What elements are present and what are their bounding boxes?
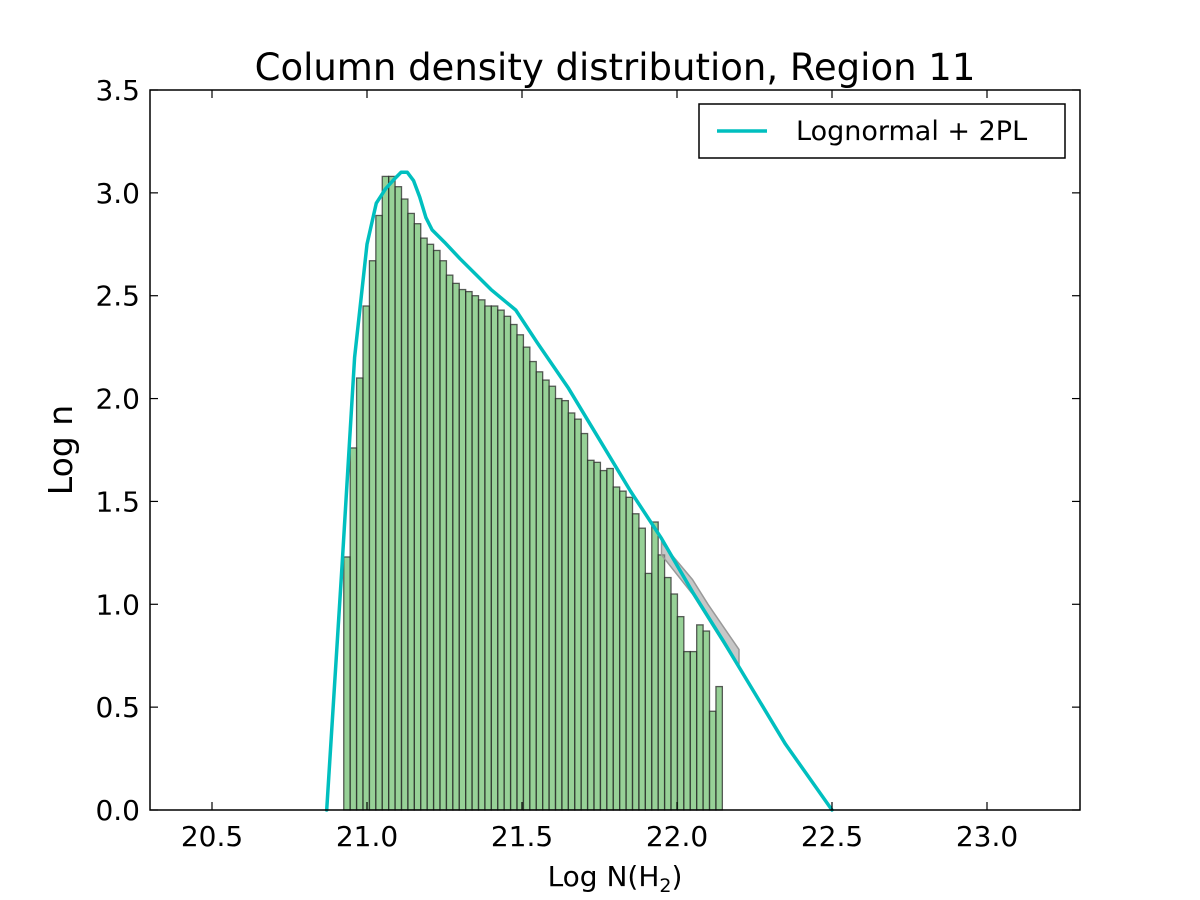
y-tick-label: 2.5 bbox=[95, 280, 140, 313]
histogram-bar bbox=[503, 315, 512, 811]
x-axis-label-sub: 2 bbox=[659, 875, 671, 897]
histogram-bar bbox=[355, 377, 364, 811]
histogram-bar bbox=[522, 346, 531, 811]
histogram-bar bbox=[683, 650, 691, 811]
histogram-bar bbox=[599, 469, 608, 811]
histogram-bar bbox=[670, 593, 679, 811]
histogram-bar bbox=[458, 288, 467, 811]
histogram-bar bbox=[612, 486, 621, 811]
histogram-bar bbox=[657, 554, 666, 811]
histogram-bar bbox=[619, 490, 627, 811]
fit-line bbox=[324, 170, 834, 812]
histogram-bar bbox=[426, 243, 435, 811]
histogram-bar bbox=[574, 418, 582, 811]
histogram-bar bbox=[368, 260, 377, 811]
histogram-bar bbox=[529, 360, 537, 811]
x-tick-label: 20.5 bbox=[181, 820, 243, 853]
histogram-bar bbox=[689, 650, 698, 811]
histogram-bar bbox=[586, 459, 595, 811]
histogram-bar bbox=[580, 432, 589, 811]
histogram-bar bbox=[696, 624, 704, 811]
y-tick-label: 3.0 bbox=[95, 177, 140, 210]
histogram-bar bbox=[638, 527, 646, 811]
histogram-bar bbox=[375, 214, 383, 811]
histogram-bar bbox=[381, 175, 390, 811]
histogram-bar bbox=[651, 521, 659, 811]
histogram-bar bbox=[554, 397, 563, 811]
histogram-bar bbox=[548, 385, 557, 811]
histogram-bar bbox=[561, 399, 569, 811]
histogram-bar bbox=[625, 496, 634, 811]
x-axis-label: Log N(H2) bbox=[548, 860, 683, 897]
histogram-bar bbox=[407, 212, 415, 811]
y-tick-label: 1.5 bbox=[95, 485, 140, 518]
x-axis-label-tail: ) bbox=[672, 860, 683, 893]
histogram-bar bbox=[432, 249, 441, 811]
histogram-bar bbox=[420, 237, 428, 811]
x-tick-label: 22.5 bbox=[801, 820, 863, 853]
x-tick-label: 21.5 bbox=[491, 820, 553, 853]
histogram-bar bbox=[644, 572, 653, 811]
histogram-bar bbox=[465, 290, 473, 811]
histogram-bar bbox=[702, 630, 711, 811]
y-axis-ticks: 0.0 0.5 1.0 1.5 2.0 2.5 3.0 3.5 bbox=[95, 74, 1080, 827]
histogram-bar bbox=[676, 615, 685, 811]
x-tick-label: 22.0 bbox=[646, 820, 708, 853]
x-axis-ticks: 20.5 21.0 21.5 22.0 22.5 23.0 bbox=[181, 90, 1018, 853]
histogram-bar bbox=[452, 282, 460, 811]
x-axis-label-main: Log N(H bbox=[548, 860, 660, 893]
histogram-bar bbox=[490, 305, 499, 811]
histogram-bar bbox=[343, 556, 351, 811]
legend: Lognormal + 2PL bbox=[698, 103, 1066, 159]
y-tick-label: 1.0 bbox=[95, 588, 140, 621]
y-tick-label: 0.5 bbox=[95, 691, 140, 724]
histogram-bar bbox=[388, 175, 396, 811]
histogram-bar bbox=[394, 186, 403, 811]
y-tick-label: 0.0 bbox=[95, 794, 140, 827]
histogram-bar bbox=[631, 513, 640, 811]
histogram-bar bbox=[471, 295, 480, 811]
y-tick-label: 3.5 bbox=[95, 74, 140, 107]
histogram-bar bbox=[663, 576, 672, 811]
x-tick-label: 21.0 bbox=[336, 820, 398, 853]
histogram-bar bbox=[509, 323, 518, 811]
histogram-bar bbox=[484, 305, 492, 811]
histogram-bar bbox=[439, 260, 448, 811]
histogram-bar bbox=[477, 299, 486, 811]
histogram-bar bbox=[708, 710, 717, 811]
histogram-bar bbox=[445, 274, 454, 811]
fit-lines bbox=[324, 170, 834, 812]
histogram-bar bbox=[400, 198, 409, 811]
histogram-bar bbox=[535, 371, 544, 811]
histogram-bar bbox=[413, 223, 422, 811]
histogram-bar bbox=[606, 467, 614, 811]
histogram-bar bbox=[567, 412, 576, 811]
x-tick-label: 23.0 bbox=[956, 820, 1018, 853]
histogram-bar bbox=[497, 309, 505, 811]
histogram-bar bbox=[715, 685, 724, 811]
legend-label: Lognormal + 2PL bbox=[796, 116, 1027, 147]
y-tick-label: 2.0 bbox=[95, 383, 140, 416]
histogram-bar bbox=[542, 379, 550, 811]
chart-title: Column density distribution, Region 11 bbox=[255, 46, 976, 89]
histogram-bar bbox=[593, 461, 602, 811]
histogram-bar bbox=[349, 447, 358, 811]
plot-frame bbox=[149, 89, 1081, 811]
histogram-bar bbox=[516, 334, 525, 811]
histogram-bar bbox=[362, 305, 371, 811]
y-axis-label: Log n bbox=[41, 405, 80, 495]
